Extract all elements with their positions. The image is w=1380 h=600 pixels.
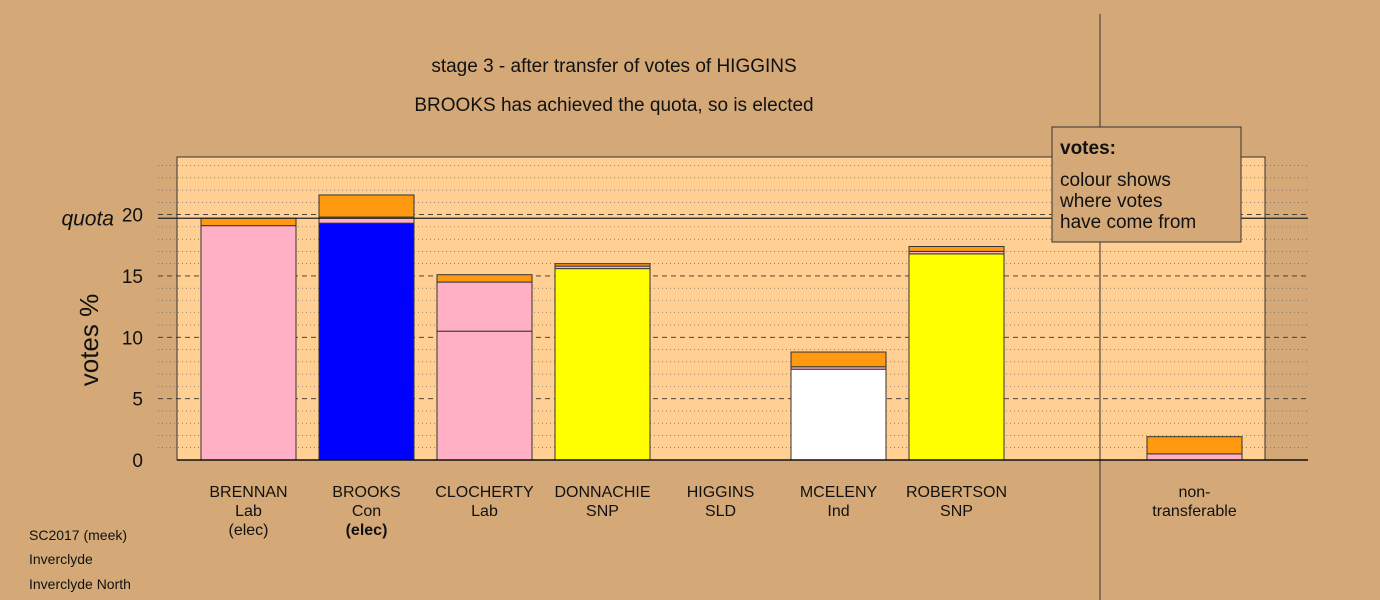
legend-line-2: where votes (1059, 191, 1162, 212)
bar-segment-robertson-2 (908, 246, 1005, 252)
candidate-label-donnachie: DONNACHIE (554, 484, 650, 501)
y-tick-label: 0 (132, 451, 143, 472)
bar-segment-non-transferable-0 (1146, 453, 1243, 461)
candidate-label-brooks: BROOKS (332, 484, 400, 501)
bar-segment-brooks-2 (318, 194, 415, 218)
candidate-label-brooks: (elec) (346, 522, 388, 539)
candidate-label-clocherty: Lab (471, 503, 498, 520)
legend-title: votes: (1060, 138, 1116, 159)
footer-line-1: SC2017 (meek) (29, 527, 128, 543)
chart-title: stage 3 - after transfer of votes of HIG… (431, 56, 796, 77)
candidate-label-robertson: ROBERTSON (906, 484, 1007, 501)
candidate-label-brennan: BRENNAN (209, 484, 287, 501)
bar-segment-mceleny-0 (790, 368, 887, 461)
y-tick-label: 15 (122, 267, 143, 288)
bar-segment-brooks-0 (318, 222, 415, 461)
bar-segment-robertson-0 (908, 253, 1005, 461)
y-tick-label: 20 (122, 206, 143, 227)
bar-segment-non-transferable-1 (1146, 436, 1243, 455)
y-axis-ticks: 0 5 10 15 20 (122, 206, 143, 472)
bar-segment-donnachie-0 (554, 268, 651, 461)
quota-label: quota (61, 207, 114, 230)
legend-box: votes: colour shows where votes have com… (1051, 126, 1242, 243)
y-tick-label: 10 (122, 328, 143, 349)
candidate-label-mceleny: Ind (827, 503, 849, 520)
bar-segment-clocherty-2 (436, 274, 533, 283)
candidate-label-donnachie: SNP (586, 503, 619, 520)
bars (200, 194, 1243, 461)
footer-line-3: Inverclyde North (29, 576, 131, 592)
candidate-label-robertson: SNP (940, 503, 973, 520)
bar-segment-brennan-0 (200, 225, 297, 461)
non-transferable-label: non- (1178, 484, 1210, 501)
non-transferable-label: transferable (1152, 503, 1237, 520)
candidate-label-higgins: HIGGINS (687, 484, 755, 501)
y-axis-label: votes % (74, 294, 104, 387)
legend-line-1: colour shows (1060, 170, 1171, 191)
chart-subtitle: BROOKS has achieved the quota, so is ele… (414, 95, 813, 116)
candidate-labels: BRENNAN Lab (elec) BROOKS Con (elec) CLOCHERTY… (209, 484, 1236, 539)
footer-line-2: Inverclyde (29, 551, 93, 567)
candidate-label-brooks: Con (352, 503, 381, 520)
candidate-label-mceleny: MCELENY (800, 484, 878, 501)
bar-segment-donnachie-2 (554, 263, 651, 267)
bar-segment-clocherty-0 (436, 330, 533, 461)
candidate-label-higgins: SLD (705, 503, 736, 520)
candidate-label-brennan: Lab (235, 503, 262, 520)
candidate-label-clocherty: CLOCHERTY (435, 484, 534, 501)
bar-segment-clocherty-1 (436, 281, 533, 332)
y-tick-label: 5 (132, 390, 143, 411)
legend-line-3: have come from (1060, 212, 1196, 233)
candidate-label-brennan: (elec) (228, 522, 268, 539)
bar-segment-mceleny-2 (790, 351, 887, 368)
bar-segment-brennan-1 (200, 217, 297, 227)
